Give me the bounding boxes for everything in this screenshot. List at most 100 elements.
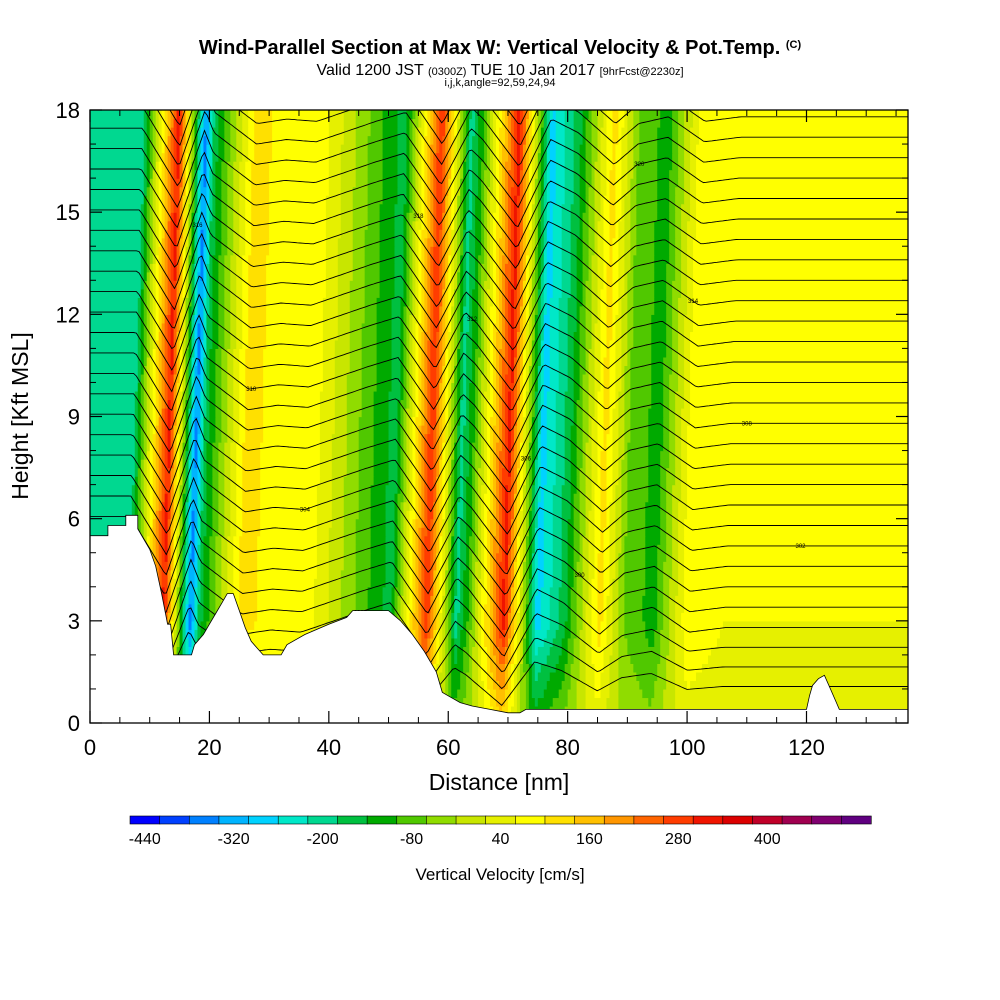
velocity-cell: [672, 527, 679, 537]
velocity-cell: [433, 535, 437, 545]
velocity-cell: [179, 373, 184, 384]
velocity-cell: [666, 535, 673, 545]
velocity-cell: [155, 339, 160, 349]
velocity-cell: [448, 552, 452, 562]
velocity-cell: [501, 365, 509, 375]
velocity-cell: [397, 569, 402, 579]
velocity-cell: [436, 459, 440, 469]
velocity-cell: [451, 663, 464, 673]
velocity-cell: [609, 390, 617, 401]
velocity-cell: [672, 535, 679, 545]
velocity-cell: [343, 518, 357, 528]
velocity-cell: [513, 365, 518, 375]
velocity-cell: [481, 535, 485, 545]
velocity-cell: [478, 425, 482, 435]
velocity-cell: [567, 561, 575, 571]
velocity-cell: [212, 501, 219, 511]
velocity-cell: [516, 484, 521, 494]
velocity-cell: [397, 407, 402, 418]
velocity-cell: [451, 552, 455, 562]
velocity-cell: [627, 322, 634, 332]
velocity-cell: [418, 637, 422, 647]
velocity-cell: [585, 637, 593, 647]
velocity-cell: [448, 390, 452, 401]
velocity-cell: [528, 654, 533, 664]
velocity-cell: [421, 476, 425, 486]
velocity-cell: [696, 671, 908, 682]
velocity-cell: [454, 442, 458, 452]
velocity-cell: [597, 586, 605, 596]
velocity-cell: [567, 697, 578, 707]
velocity-cell: [531, 501, 536, 511]
velocity-cell: [519, 416, 524, 426]
velocity-cell: [409, 433, 414, 443]
velocity-cell: [90, 493, 133, 503]
velocity-cell: [624, 535, 646, 545]
velocity-cell: [137, 493, 142, 503]
velocity-cell: [537, 527, 545, 537]
velocity-cell: [478, 416, 482, 426]
velocity-cell: [510, 654, 515, 664]
velocity-cell: [406, 348, 411, 358]
velocity-cell: [567, 646, 575, 656]
velocity-cell: [388, 425, 399, 435]
velocity-cell: [155, 314, 160, 324]
velocity-cell: [519, 612, 524, 622]
velocity-cell: [496, 595, 500, 605]
velocity-cell: [478, 586, 482, 596]
velocity-cell: [385, 518, 396, 528]
velocity-cell: [451, 365, 455, 375]
velocity-cell: [176, 578, 181, 588]
velocity-cell: [406, 527, 411, 537]
velocity-cell: [221, 569, 228, 579]
velocity-cell: [460, 314, 464, 324]
velocity-cell: [445, 663, 449, 673]
velocity-cell: [525, 586, 530, 596]
velocity-cell: [370, 501, 387, 511]
velocity-cell: [433, 586, 437, 596]
velocity-cell: [618, 476, 623, 486]
velocity-cell: [361, 390, 375, 401]
velocity-cell: [176, 646, 181, 656]
velocity-cell: [528, 671, 533, 682]
velocity-cell: [370, 493, 387, 503]
velocity-cell: [451, 382, 455, 392]
velocity-cell: [534, 518, 539, 528]
velocity-cell: [158, 322, 163, 332]
velocity-cell: [534, 697, 539, 707]
velocity-cell: [525, 305, 530, 315]
velocity-cell: [424, 288, 428, 298]
velocity-cell: [531, 459, 536, 469]
velocity-cell: [496, 603, 500, 613]
velocity-cell: [406, 535, 411, 545]
velocity-cell: [478, 544, 482, 554]
velocity-cell: [534, 510, 539, 520]
velocity-cell: [504, 433, 509, 443]
velocity-cell: [478, 288, 482, 298]
velocity-cell: [585, 646, 593, 656]
velocity-cell: [412, 612, 419, 622]
velocity-cell: [567, 637, 575, 647]
velocity-cell: [319, 442, 333, 452]
velocity-cell: [316, 510, 333, 520]
velocity-cell: [457, 527, 461, 537]
velocity-cell: [510, 552, 515, 562]
velocity-cell: [137, 382, 142, 392]
velocity-cell: [140, 373, 145, 384]
velocity-cell: [606, 518, 611, 528]
velocity-cell: [466, 476, 473, 486]
velocity-cell: [615, 527, 622, 537]
velocity-cell: [161, 425, 166, 435]
velocity-cell: [499, 646, 506, 656]
velocity-cell: [134, 501, 139, 511]
velocity-cell: [540, 603, 551, 613]
velocity-cell: [588, 544, 596, 554]
velocity-cell: [433, 527, 437, 537]
velocity-cell: [146, 433, 151, 443]
velocity-cell: [499, 527, 503, 537]
velocity-cell: [487, 578, 491, 588]
velocity-cell: [427, 356, 431, 367]
velocity-cell: [439, 680, 446, 690]
velocity-cell: [442, 518, 446, 528]
velocity-cell: [191, 510, 196, 520]
